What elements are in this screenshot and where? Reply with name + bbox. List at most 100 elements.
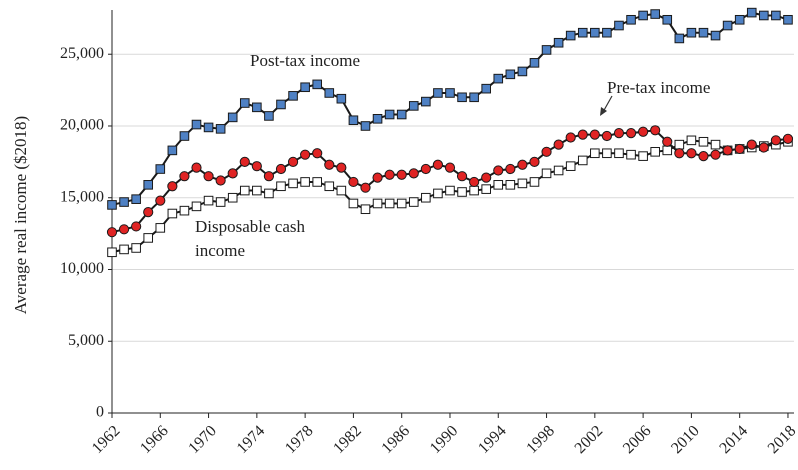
- data-point: [590, 148, 600, 159]
- data-point: [324, 88, 335, 98]
- data-point: [131, 194, 141, 204]
- data-point: [215, 175, 226, 186]
- x-tick-label: 1966: [137, 422, 172, 457]
- x-tick-label: 1970: [185, 422, 220, 457]
- data-point: [384, 198, 395, 209]
- data-point: [433, 88, 443, 98]
- data-point: [469, 176, 480, 188]
- y-tick-label: 15,000: [60, 188, 104, 205]
- data-point: [384, 169, 395, 180]
- data-point: [481, 184, 491, 194]
- data-point: [505, 163, 516, 175]
- data-point: [710, 30, 721, 41]
- data-point: [118, 224, 130, 235]
- data-point: [662, 136, 673, 147]
- data-point: [203, 171, 214, 182]
- data-point: [456, 171, 468, 182]
- y-tick-label: 5,000: [68, 332, 104, 349]
- data-point: [276, 181, 286, 192]
- x-tick-label: 1990: [427, 422, 462, 457]
- data-point: [457, 187, 467, 197]
- data-point: [758, 142, 769, 153]
- data-point: [698, 136, 709, 147]
- data-point: [408, 168, 419, 179]
- data-point: [227, 112, 238, 123]
- data-point: [143, 233, 154, 243]
- data-point: [372, 114, 383, 124]
- x-tick-label: 2006: [620, 422, 655, 457]
- data-point: [312, 79, 323, 90]
- data-point: [565, 30, 576, 41]
- data-point: [215, 124, 226, 134]
- data-point: [601, 130, 613, 142]
- data-point: [420, 163, 431, 175]
- data-point: [421, 96, 431, 107]
- data-point: [312, 148, 323, 159]
- data-point: [360, 204, 371, 215]
- data-point: [131, 221, 142, 232]
- y-axis-label: Average real income ($2018): [11, 116, 30, 314]
- data-point: [360, 182, 371, 193]
- data-point: [589, 129, 600, 140]
- data-point: [577, 129, 588, 140]
- data-point: [191, 201, 202, 212]
- y-tick-label: 25,000: [60, 45, 104, 62]
- data-point: [167, 145, 178, 156]
- series-label: Post-tax income: [250, 51, 360, 70]
- data-point: [143, 206, 154, 218]
- x-tick-label: 1998: [523, 422, 558, 457]
- data-point: [167, 181, 178, 192]
- data-point: [227, 192, 238, 203]
- data-point: [191, 119, 202, 130]
- data-point: [674, 139, 685, 150]
- data-point: [263, 171, 275, 182]
- data-point: [674, 33, 685, 44]
- data-point: [517, 66, 528, 77]
- data-point: [674, 148, 685, 159]
- y-tick-label: 0: [96, 404, 104, 421]
- data-point: [324, 159, 335, 170]
- data-point: [119, 197, 129, 207]
- data-point: [638, 151, 648, 161]
- data-point: [686, 27, 697, 38]
- data-point: [432, 159, 444, 170]
- data-point: [602, 148, 612, 159]
- data-point: [372, 172, 383, 183]
- y-tick-label: 20,000: [60, 117, 104, 134]
- data-point: [710, 149, 721, 160]
- data-point: [614, 20, 624, 31]
- data-point: [565, 161, 576, 171]
- x-tick-label: 1982: [330, 422, 365, 457]
- data-point: [469, 185, 479, 196]
- series-label: Pre-tax income: [607, 78, 710, 97]
- data-point: [155, 164, 166, 174]
- data-point: [215, 197, 226, 207]
- data-point: [638, 10, 648, 21]
- data-point: [239, 185, 250, 196]
- data-point: [336, 162, 347, 173]
- data-point: [710, 139, 721, 150]
- data-point: [191, 162, 202, 173]
- data-point: [746, 7, 757, 18]
- data-point: [734, 14, 745, 25]
- data-point: [577, 155, 588, 166]
- data-point: [179, 205, 190, 216]
- data-point: [590, 27, 600, 38]
- data-point: [179, 131, 190, 141]
- data-point: [336, 93, 347, 104]
- data-point: [734, 143, 745, 155]
- data-point: [553, 139, 564, 150]
- data-point: [770, 135, 781, 146]
- data-point: [287, 156, 299, 167]
- data-point: [662, 14, 673, 25]
- data-point: [686, 148, 697, 159]
- data-point: [252, 102, 262, 113]
- data-point: [167, 208, 178, 219]
- data-point: [625, 128, 637, 139]
- data-point: [107, 200, 117, 210]
- data-point: [614, 148, 624, 159]
- data-point: [650, 9, 660, 19]
- data-point: [493, 165, 504, 176]
- data-point: [553, 37, 564, 48]
- data-point: [602, 27, 612, 38]
